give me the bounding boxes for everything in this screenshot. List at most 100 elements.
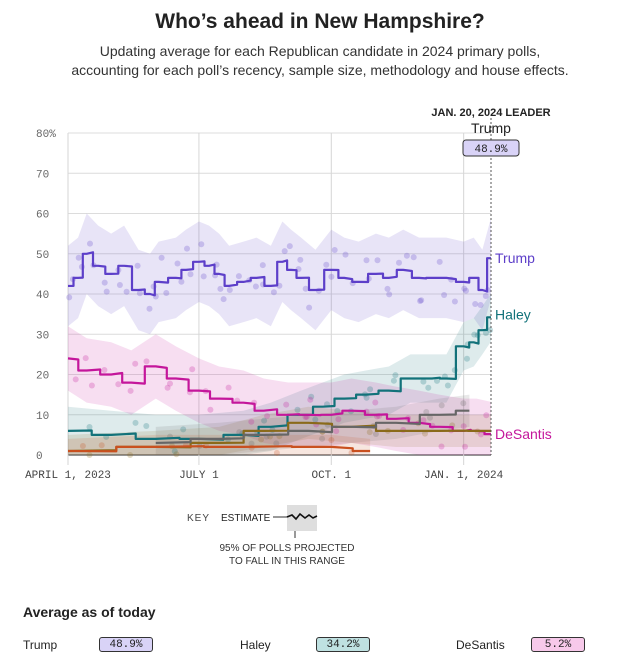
trump-poll-dot (146, 305, 153, 312)
leader-value: 48.9% (474, 144, 507, 156)
y-tick-label: 0 (36, 451, 43, 463)
desantis-poll-dot (420, 417, 427, 424)
desantis-poll-dot (143, 358, 150, 365)
haley-poll-dot (444, 382, 451, 389)
haley-poll-dot (487, 327, 494, 334)
trump-poll-dot (342, 251, 349, 258)
trump-poll-dot (134, 262, 141, 269)
chart-subtitle: Updating average for each Republican can… (71, 43, 569, 78)
haley-poll-dot (363, 394, 370, 401)
desantis-poll-dot (225, 384, 232, 391)
trump-poll-dot (297, 256, 304, 263)
trump-poll-dot (396, 259, 402, 266)
christie-poll-dot (236, 429, 243, 436)
haley-poll-dot (425, 384, 432, 391)
trump-poll-dot (184, 245, 190, 252)
key-range-note-1: 95% OF POLLS PROJECTED (219, 543, 354, 554)
haley-poll-dot (464, 355, 470, 362)
christie-poll-dot (372, 431, 379, 437)
trump-poll-dot (217, 285, 224, 292)
desantis-poll-dot (462, 443, 468, 450)
haley-poll-dot (390, 377, 397, 384)
christie-poll-dot (427, 414, 433, 421)
summary-trump-name: Trump (23, 638, 58, 652)
desantis-average-line (67, 357, 491, 436)
trump-poll-dot (286, 243, 293, 250)
y-tick-label: 40 (36, 290, 49, 302)
christie-poll-dot (423, 409, 430, 415)
desantis-poll-dot (132, 360, 139, 367)
trump-poll-dot (472, 301, 479, 307)
haley-poll-dot (312, 416, 319, 423)
haley-poll-dot (132, 419, 139, 426)
summary-haley-value: 34.2% (316, 637, 370, 652)
trump-poll-dot (323, 261, 330, 268)
trump-poll-dot (259, 262, 266, 269)
desantis-poll-dot (167, 380, 173, 387)
trump-poll-dot (328, 273, 335, 280)
trump-poll-dot (101, 279, 108, 286)
haley-poll-dot (294, 406, 301, 413)
summary-trump-value: 48.9% (99, 637, 153, 652)
trump-poll-dot (75, 254, 82, 261)
trump-poll-dot (116, 282, 123, 288)
christie-average-line (155, 409, 470, 445)
key-estimate-label: ESTIMATE (221, 513, 271, 524)
desantis-poll-dot (333, 428, 340, 435)
trump-average-line (67, 251, 491, 297)
christie-poll-dot (248, 440, 255, 447)
christie-poll-dot (438, 402, 445, 409)
trump-poll-dot (384, 285, 391, 292)
ramaswamy-poll-dot (422, 430, 428, 437)
desantis-poll-dot (483, 412, 490, 419)
haley-poll-dot (334, 407, 341, 414)
trump-poll-dot (451, 298, 458, 305)
trump-poll-dot (482, 293, 489, 299)
trump-poll-dot (103, 288, 110, 295)
trump-end-label: Trump (495, 250, 535, 266)
haley-average-line (67, 316, 491, 441)
trump-poll-dot (87, 240, 93, 247)
desantis-poll-dot (460, 423, 467, 430)
christie-poll-dot (273, 440, 280, 447)
desantis-poll-dot (88, 382, 95, 389)
desantis-end-label: DeSantis (495, 426, 552, 442)
haley-poll-dot (420, 378, 427, 385)
trump-poll-dot (436, 258, 443, 265)
trump-poll-dot (331, 247, 338, 253)
key-estimate-line (286, 512, 318, 521)
trump-poll-dot (226, 287, 233, 293)
y-tick-label: 10 (36, 411, 49, 423)
pence-poll-dot (328, 437, 335, 443)
leader-date-label: JAN. 20, 2024 LEADER (431, 107, 550, 119)
trump-poll-dot (136, 290, 143, 297)
desantis-poll-dot (283, 401, 290, 408)
pence-poll-dot (98, 442, 105, 449)
x-tick-label: APRIL 1, 2023 (25, 470, 111, 482)
ramaswamy-poll-dot (173, 451, 180, 458)
trump-poll-dot (418, 297, 425, 304)
trump-poll-dot (386, 291, 393, 298)
ramaswamy-poll-dot (366, 429, 373, 436)
trump-poll-dot (410, 254, 417, 261)
haley-poll-dot (471, 331, 478, 338)
desantis-poll-dot (335, 416, 342, 423)
summary-haley-name: Haley (240, 638, 271, 652)
trump-poll-dot (252, 283, 259, 290)
leader-value-badge (462, 139, 520, 157)
desantis-poll-dot (478, 431, 484, 438)
chart-key: KEY ESTIMATE 95% OF POLLS PROJECTED TO FALL… (187, 505, 355, 567)
desantis-poll-dot (207, 406, 214, 413)
summary-title: Average as of today (23, 604, 156, 620)
trump-poll-dot (306, 304, 313, 311)
pence-poll-dot (79, 443, 86, 449)
y-tick-label: 50 (36, 250, 49, 262)
desantis-poll-dot (82, 355, 89, 362)
trump-poll-dot (363, 257, 370, 264)
trump-poll-dot (281, 248, 288, 255)
x-tick-label: JAN. 1, 2024 (424, 470, 504, 482)
trump-poll-dot (220, 296, 227, 303)
trump-poll-dot (417, 298, 424, 304)
polling-average-chart: 0 10 20 30 40 50 60 70 80% APRIL 1, 2023 JULY 1 OCT… (25, 107, 552, 567)
haley-poll-dot (434, 377, 440, 384)
